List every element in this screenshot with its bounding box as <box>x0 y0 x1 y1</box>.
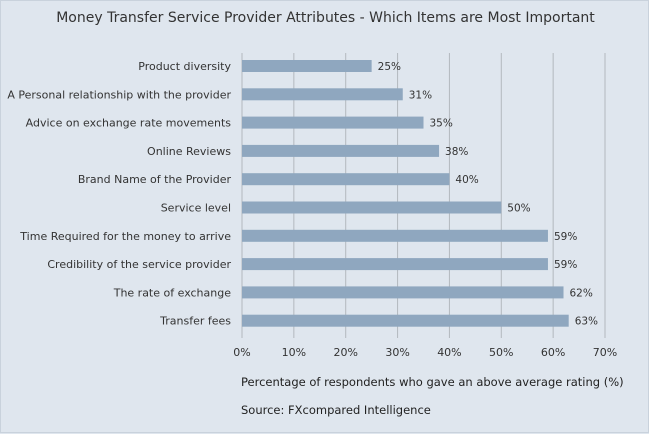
category-label: Product diversity <box>138 60 231 73</box>
x-tick-label: 50% <box>489 346 513 359</box>
category-label: Brand Name of the Provider <box>78 173 232 186</box>
x-tick-label: 0% <box>233 346 250 359</box>
data-label: 38% <box>445 146 468 158</box>
data-label: 62% <box>570 287 593 299</box>
data-label: 35% <box>430 118 453 130</box>
x-axis-label: Percentage of respondents who gave an ab… <box>241 375 624 389</box>
bar <box>242 201 502 214</box>
x-tick-label: 70% <box>593 346 617 359</box>
bar <box>242 229 548 242</box>
data-label: 40% <box>455 174 478 186</box>
x-tick-label: 20% <box>333 346 357 359</box>
bar <box>242 258 548 271</box>
x-tick-label: 60% <box>541 346 565 359</box>
data-label: 59% <box>554 231 577 243</box>
bar <box>242 144 440 157</box>
bar <box>242 116 424 129</box>
data-label: 59% <box>554 259 577 271</box>
x-tick-label: 10% <box>282 346 306 359</box>
bar <box>242 286 564 299</box>
category-label: Time Required for the money to arrive <box>19 230 231 243</box>
data-label: 25% <box>378 61 401 73</box>
category-label: A Personal relationship with the provide… <box>7 88 231 101</box>
source-note: Source: FXcompared Intelligence <box>241 403 431 417</box>
category-label: The rate of exchange <box>113 286 231 299</box>
category-label: Service level <box>161 202 231 215</box>
chart-title: Money Transfer Service Provider Attribut… <box>56 10 595 26</box>
bar <box>242 60 372 72</box>
category-label: Online Reviews <box>147 145 231 158</box>
category-label: Transfer fees <box>159 315 231 328</box>
category-label: Advice on exchange rate movements <box>26 117 232 130</box>
data-label: 63% <box>575 316 598 328</box>
x-tick-label: 40% <box>437 346 461 359</box>
bar <box>242 88 403 101</box>
data-label: 50% <box>507 203 530 215</box>
bar <box>242 314 569 327</box>
x-tick-label: 30% <box>385 346 409 359</box>
bar <box>242 173 450 186</box>
data-label: 31% <box>409 89 432 101</box>
category-label: Credibility of the service provider <box>47 258 231 271</box>
